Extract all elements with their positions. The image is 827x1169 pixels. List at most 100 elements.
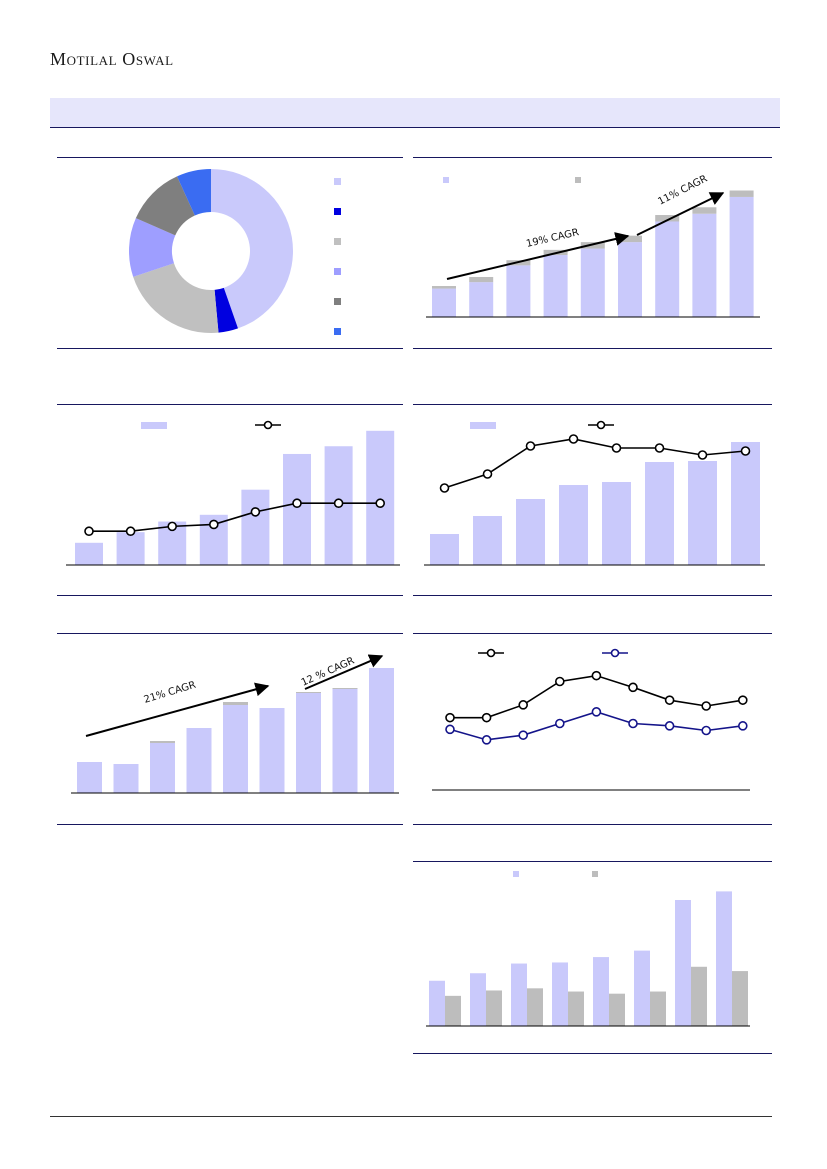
- bar: [469, 282, 494, 317]
- bar-segment: [150, 741, 175, 743]
- bar: [732, 971, 748, 1026]
- line-point: [445, 712, 455, 723]
- bar: [543, 255, 568, 317]
- bar: [691, 966, 707, 1026]
- bar: [432, 288, 456, 317]
- cagr-arrow: [446, 232, 630, 280]
- bar: [568, 991, 584, 1026]
- legend-swatch: [334, 238, 341, 245]
- legend-swatch: [513, 871, 519, 877]
- bar: [729, 196, 754, 317]
- rule: [413, 861, 772, 862]
- line-point: [167, 521, 177, 532]
- cagr-arrow: [304, 654, 384, 690]
- bar: [593, 957, 609, 1026]
- line-point: [445, 724, 455, 735]
- bar: [506, 265, 531, 317]
- bar: [559, 485, 588, 565]
- cagr-annotation: 21% CAGR: [143, 680, 198, 706]
- line-point: [611, 443, 622, 453]
- line-point: [555, 718, 565, 729]
- line-point: [375, 498, 386, 509]
- rule: [413, 824, 772, 825]
- line-point: [591, 707, 602, 717]
- rule: [413, 633, 772, 634]
- rule: [57, 824, 403, 825]
- line-point: [518, 700, 528, 710]
- bar: [241, 489, 270, 565]
- legend-swatch: [443, 177, 449, 183]
- rule: [57, 404, 403, 405]
- bar-segment: [332, 688, 358, 689]
- line-point: [292, 498, 302, 509]
- line-point: [481, 735, 492, 745]
- legend-swatch: [575, 177, 581, 183]
- bar: [645, 462, 674, 565]
- line-point: [697, 450, 708, 460]
- bar: [675, 900, 691, 1026]
- line-point: [628, 682, 638, 693]
- stacked-bar-chart: 19% CAGR 11% CAGR: [426, 173, 760, 318]
- rule: [413, 1053, 772, 1054]
- footer-rule: [50, 1116, 772, 1117]
- bar-segment: [692, 207, 717, 214]
- line-point: [481, 712, 492, 723]
- bar: [223, 705, 248, 793]
- line-point: [701, 701, 712, 711]
- rule: [413, 348, 772, 349]
- bar-chart: 21% CAGR 12 % CAGR: [71, 654, 399, 794]
- line-point: [84, 526, 94, 537]
- pie-slice: [214, 287, 238, 333]
- bar: [580, 248, 605, 317]
- bar-line-chart: [66, 420, 400, 566]
- bar: [369, 668, 394, 793]
- bar-segment: [296, 692, 321, 693]
- cagr-arrow: [636, 192, 725, 236]
- line-point: [333, 498, 344, 509]
- rule: [57, 633, 403, 634]
- bar: [552, 962, 568, 1026]
- line-point: [518, 730, 528, 740]
- bar: [77, 762, 102, 793]
- brand-logo: Motilal Oswal: [50, 49, 174, 69]
- bar-segment: [432, 286, 456, 289]
- rule: [413, 157, 772, 158]
- legend-marker: [486, 648, 496, 658]
- bar: [473, 516, 502, 565]
- rule: [57, 595, 403, 596]
- bar: [283, 453, 311, 565]
- bar: [75, 542, 103, 565]
- pie-slice: [211, 169, 293, 329]
- line-point: [591, 670, 602, 681]
- donut-chart: [129, 169, 341, 335]
- section-banner: [50, 98, 780, 128]
- legend-swatch: [592, 871, 598, 877]
- line-point: [654, 443, 665, 453]
- bar: [296, 693, 321, 793]
- line-point: [737, 695, 748, 705]
- bar: [150, 743, 175, 793]
- legend-swatch: [334, 178, 341, 185]
- rule: [413, 595, 772, 596]
- pie-slice: [129, 218, 176, 277]
- legend-swatch: [141, 422, 167, 429]
- bar-segment: [618, 235, 642, 243]
- legend-swatch: [334, 268, 341, 275]
- line-point: [737, 721, 748, 731]
- line-point: [209, 519, 219, 530]
- line-point: [250, 507, 261, 517]
- line-point: [439, 483, 450, 493]
- bar: [692, 213, 717, 317]
- bar: [470, 973, 486, 1026]
- line-point: [740, 446, 751, 456]
- legend-swatch: [334, 328, 341, 335]
- legend-marker: [263, 420, 273, 430]
- bar: [650, 991, 666, 1026]
- legend-swatch: [470, 422, 496, 429]
- bar: [116, 532, 145, 565]
- bar: [527, 988, 543, 1026]
- bar: [259, 708, 285, 793]
- bar-segment: [469, 276, 494, 283]
- line-point: [701, 725, 712, 736]
- bar: [731, 442, 760, 565]
